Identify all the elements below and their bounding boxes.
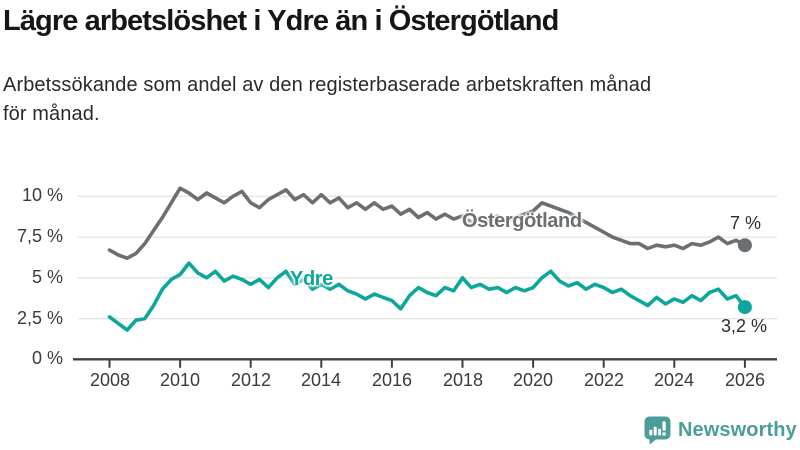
newsworthy-logo[interactable]: Newsworthy [644,416,797,444]
chart-subtitle-line2: för månad. [3,103,100,125]
x-axis-label: 2010 [159,370,201,390]
x-axis-label: 2014 [300,370,342,390]
series-end-dot-ostergotland [737,238,752,253]
series-end-dot-ydre [737,300,752,315]
x-axis-label: 2012 [230,370,272,390]
series-label-ydre: Ydre [290,268,333,290]
x-axis-label: 2008 [89,370,131,390]
end-value-ostergotland: 7 % [729,213,761,233]
chart-subtitle-line1: Arbetssökande som andel av den registerb… [3,74,652,96]
newsworthy-icon [644,416,671,444]
x-axis-label: 2026 [724,370,766,390]
y-axis-label: 10 % [21,185,63,205]
x-axis-label: 2022 [583,370,625,390]
end-value-ydre: 3,2 % [720,316,767,336]
x-axis-label: 2024 [653,370,695,390]
series-line-ostergotland [107,186,747,261]
chart-title: Lägre arbetslöshet i Ydre än i Östergötl… [3,5,559,37]
series-label-ostergotland: Östergötland [462,210,582,232]
y-axis-label: 2,5 % [16,308,63,328]
newsworthy-wordmark: Newsworthy [678,418,797,441]
chart-subtitle: Arbetssökande som andel av den registerb… [3,71,651,129]
x-axis-label: 2018 [442,370,484,390]
y-axis-label: 5 % [31,267,63,287]
series-line-ydre [107,261,747,332]
y-axis-label: 7,5 % [16,226,63,246]
x-axis-label: 2020 [512,370,554,390]
y-axis-label: 0 % [31,348,63,368]
x-axis-label: 2016 [371,370,413,390]
